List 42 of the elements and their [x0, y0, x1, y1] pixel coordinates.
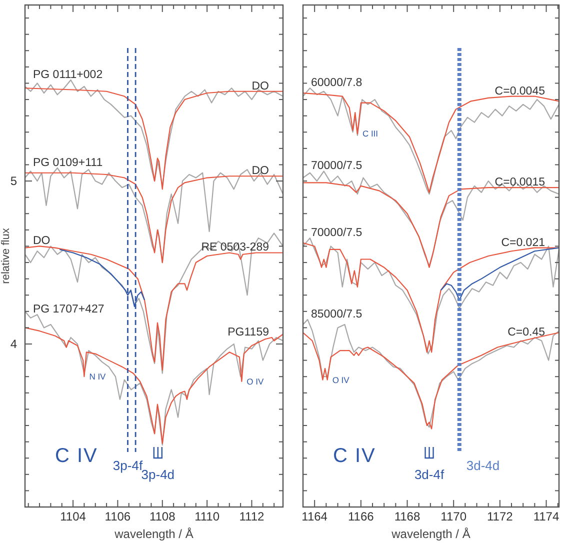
text: C IV — [55, 445, 98, 467]
series-label: 70000/7.5 — [311, 227, 362, 240]
annotation: C III — [362, 128, 378, 139]
x-tick-label: 1166 — [348, 510, 374, 524]
annotation: O IV — [246, 376, 264, 386]
x-tick-label: 1164 — [302, 510, 328, 524]
series-label: DO — [33, 235, 50, 248]
series-label: PG 0109+111 — [33, 156, 103, 169]
series-label: 60000/7.8 — [311, 77, 362, 90]
x-tick-label: 1168 — [394, 510, 420, 524]
ref-line-label: 3d-4d — [466, 458, 500, 473]
series-label: C=0.0015 — [494, 176, 545, 189]
annotation: O IV — [332, 374, 350, 385]
y-tick-label: 4 — [10, 336, 18, 351]
x-tick-label: 1106 — [104, 510, 131, 524]
series-label: C=0.45 — [508, 326, 545, 338]
x-tick-label: 1104 — [60, 510, 86, 524]
x-tick-label: 1110 — [194, 510, 220, 524]
series-label: C=0.0045 — [494, 85, 545, 98]
series-label: PG 1707+427 — [33, 304, 104, 316]
series-label: DO — [252, 80, 270, 92]
x-tick-label: 1170 — [440, 510, 467, 524]
series-label: 70000/7.5 — [311, 160, 362, 172]
x-tick-label: 1174 — [533, 510, 560, 524]
x-axis-title: wavelength / Å — [114, 527, 194, 541]
y-tick-label: 5 — [10, 174, 18, 188]
series-label: C=0.021 — [501, 236, 545, 249]
text: C IV — [333, 445, 376, 467]
x-tick-label: 1112 — [239, 510, 265, 524]
series-label: PG1159 — [228, 326, 269, 338]
y-axis-title: relative flux — [0, 228, 12, 284]
ref-line-label: 3p-4f — [112, 458, 143, 473]
x-tick-label: 1108 — [149, 510, 176, 524]
x-axis-title: wavelength / Å — [390, 527, 470, 541]
series-label: DO — [252, 165, 270, 178]
x-tick-label: 1172 — [487, 510, 514, 524]
series-label: 85000/7.5 — [311, 308, 362, 321]
ref-line-label: 3p-4d — [141, 467, 175, 482]
annotation: N IV — [89, 372, 106, 382]
series-label: PG 0111+002 — [33, 68, 103, 81]
ref-line-label: 3d-4f — [414, 467, 444, 482]
series-label: RE 0503-289 — [201, 242, 269, 254]
